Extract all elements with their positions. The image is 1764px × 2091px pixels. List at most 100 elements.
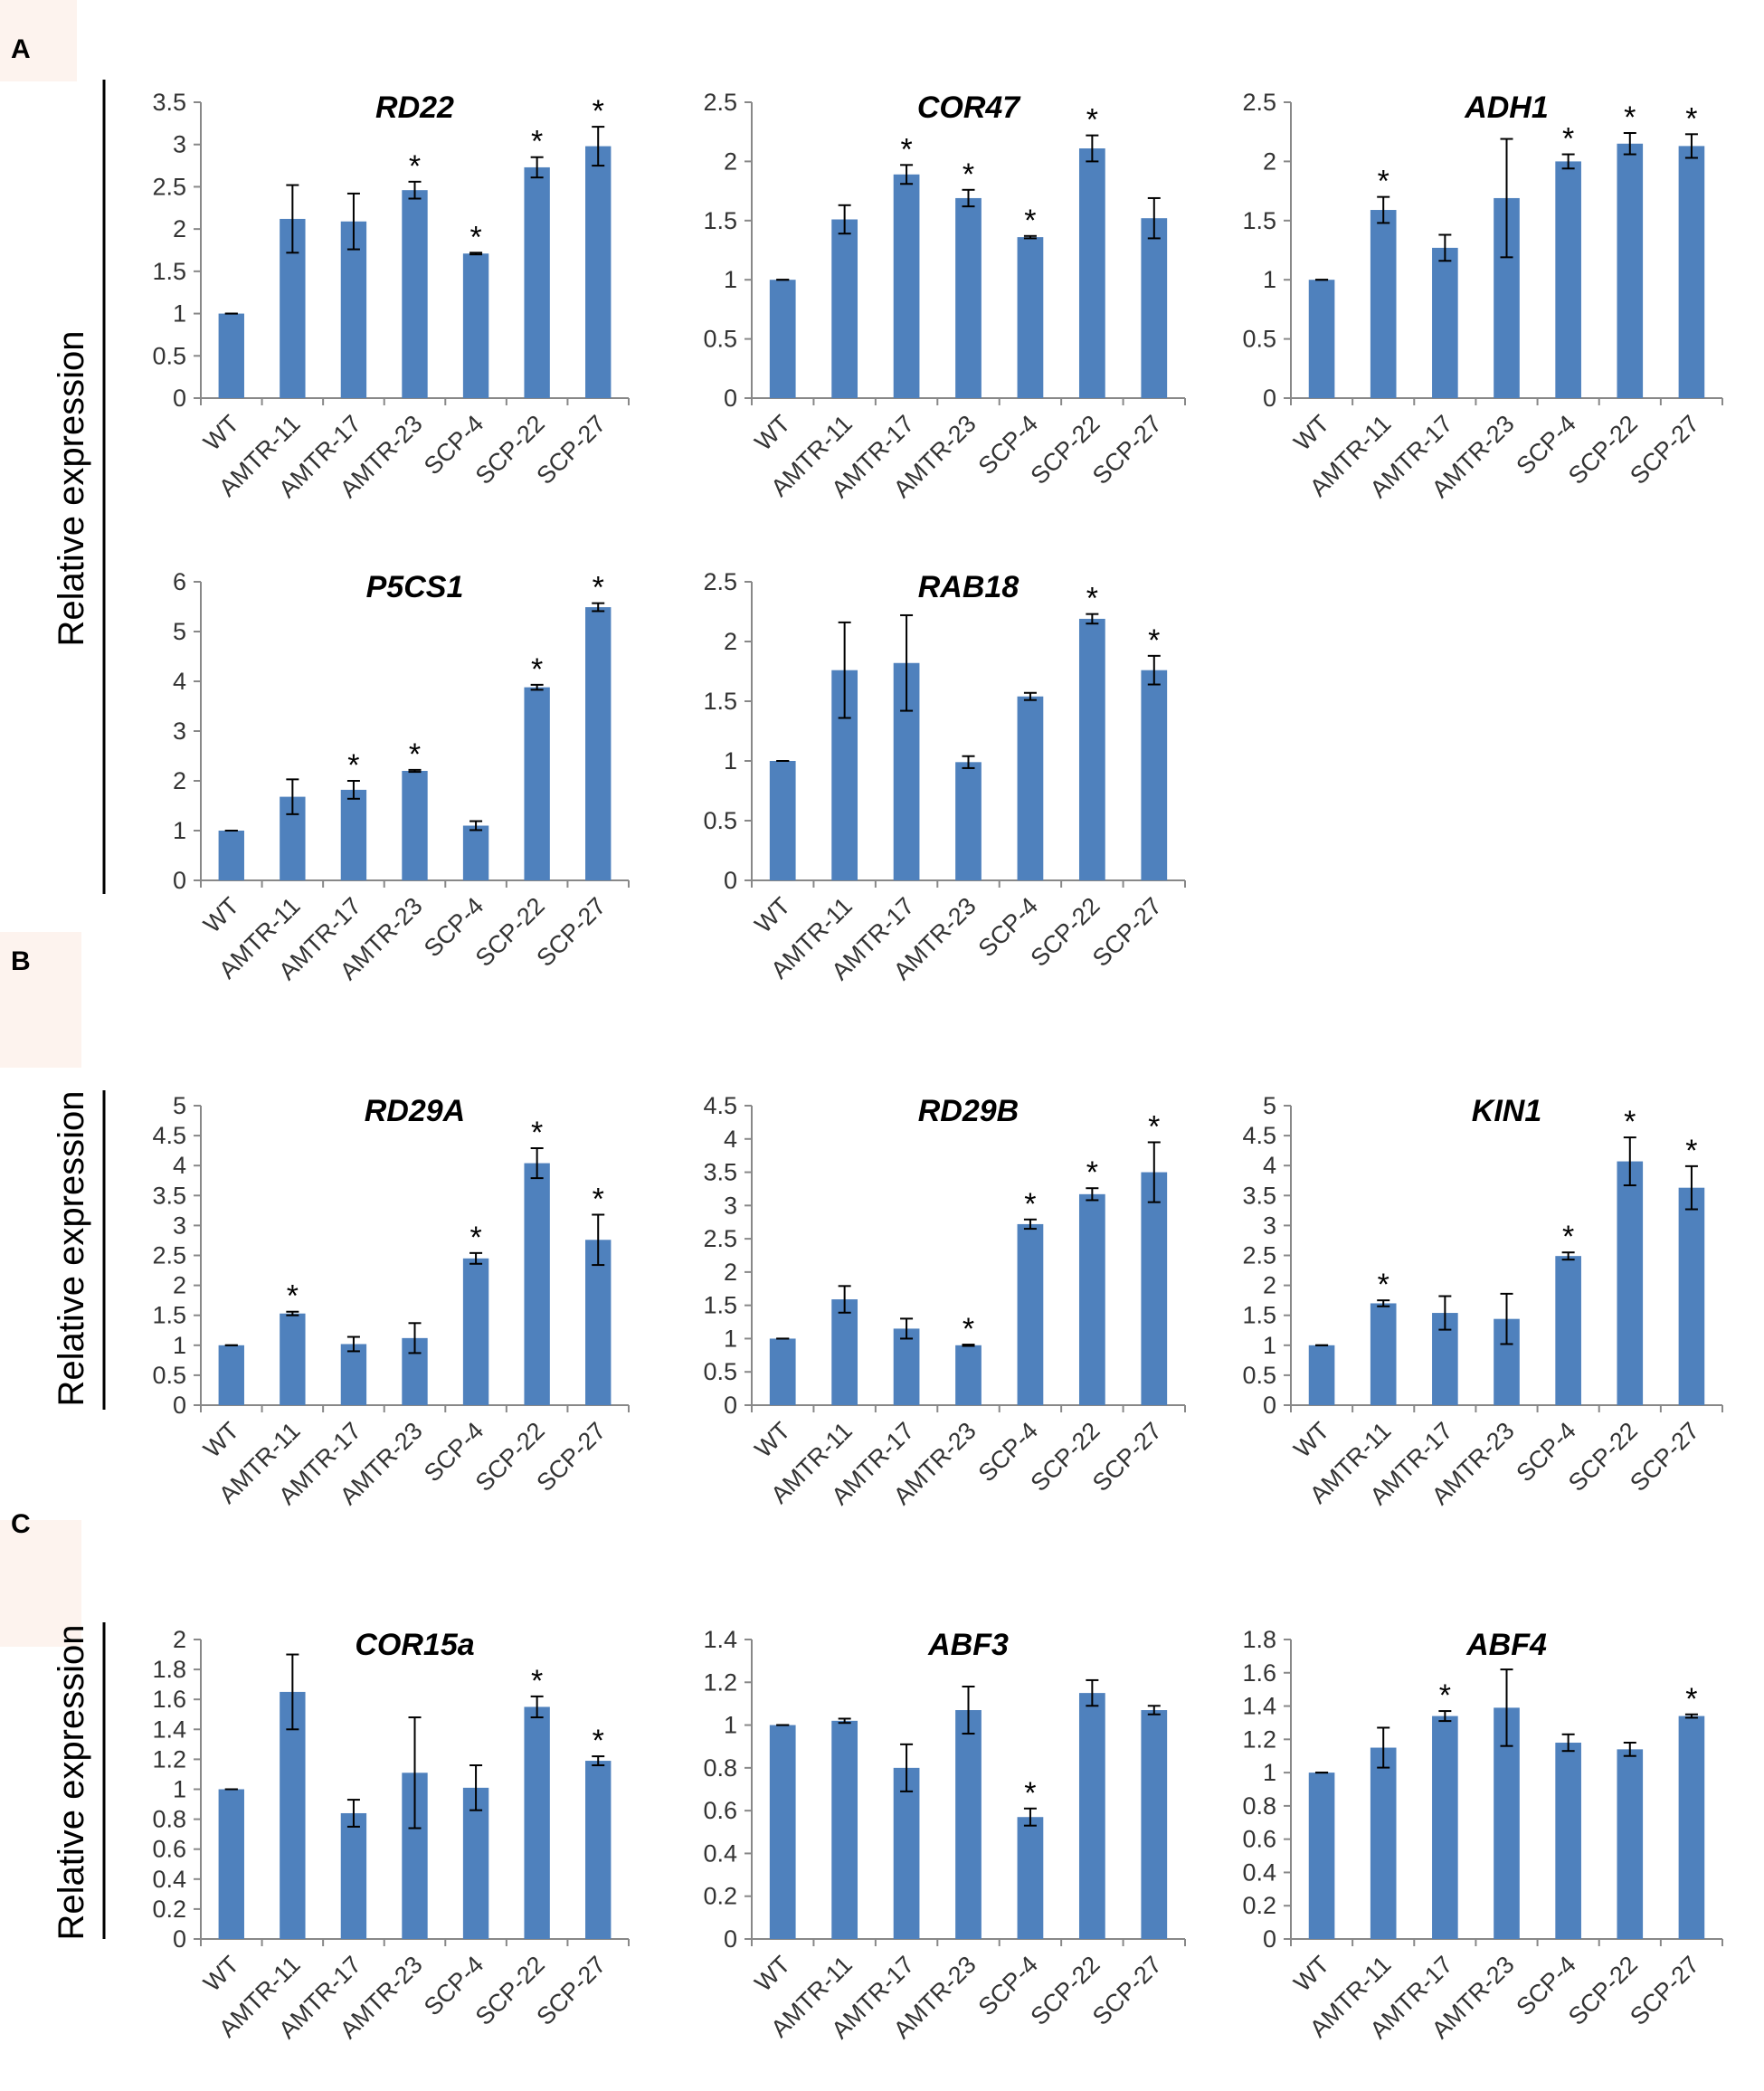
y-tick-label: 0.8 (152, 1806, 186, 1833)
significance-star: * (593, 1724, 604, 1758)
category-label: SCP-27 (1625, 410, 1704, 489)
category-label: SCP-27 (1087, 410, 1167, 489)
bar-scp-4 (1017, 1817, 1044, 1939)
significance-star: * (900, 132, 912, 166)
chart-title: ABF3 (927, 1628, 1009, 1662)
category-label: SCP-27 (531, 1417, 611, 1497)
y-tick-label: 4.5 (152, 1122, 186, 1149)
y-tick-label: 0.6 (703, 1797, 737, 1824)
significance-star: * (531, 1116, 543, 1150)
y-tick-label: 2.5 (1242, 89, 1276, 116)
significance-star: * (1148, 623, 1160, 658)
bar-amtr-17 (893, 1328, 920, 1405)
significance-star: * (1562, 1220, 1574, 1254)
significance-star: * (1624, 1105, 1636, 1139)
category-label: SCP-22 (1026, 1417, 1105, 1497)
significance-star: * (1439, 1678, 1451, 1713)
bar-amtr-23 (955, 1710, 982, 1939)
y-tick-label: 1 (724, 1712, 737, 1739)
chart-kin1: 00.511.522.533.544.55WT*AMTR-11AMTR-17AM… (1242, 1092, 1723, 1510)
bar-amtr-11 (831, 1720, 858, 1939)
y-tick-label: 3 (173, 718, 186, 745)
y-tick-label: 3 (173, 1212, 186, 1239)
chart-p5cs1: 0123456WTAMTR-11*AMTR-17*AMTR-23SCP-4*SC… (173, 568, 630, 985)
bar-wt (769, 280, 796, 398)
y-tick-label: 0.5 (152, 342, 186, 369)
bar-amtr-17 (340, 1344, 367, 1405)
chart-cor47: 00.511.522.5WTAMTR-11*AMTR-17*AMTR-23*SC… (703, 89, 1186, 503)
bar-scp-27 (1678, 1187, 1705, 1405)
y-tick-label: 0.5 (1242, 1362, 1276, 1389)
panel-b-ylabel: Relative expression (52, 1090, 91, 1406)
y-tick-label: 1.4 (1242, 1693, 1276, 1720)
chart-title: RD22 (375, 90, 454, 125)
y-tick-label: 0.4 (703, 1839, 737, 1867)
category-label: SCP-22 (1026, 892, 1105, 972)
bar-amtr-17 (893, 174, 920, 398)
chart-rab18: 00.511.522.5WTAMTR-11AMTR-17AMTR-23SCP-4… (703, 568, 1186, 985)
y-tick-label: 3 (173, 131, 186, 158)
chart-title: P5CS1 (366, 570, 464, 604)
y-tick-label: 1 (173, 1332, 186, 1359)
significance-star: * (593, 1182, 604, 1216)
bar-amtr-23 (955, 762, 982, 880)
category-label: WT (750, 1951, 796, 1997)
y-tick-label: 1 (724, 1325, 737, 1352)
significance-star: * (1685, 1682, 1697, 1716)
y-tick-label: 1 (1263, 266, 1276, 293)
bar-amtr-11 (1370, 1303, 1397, 1405)
charts-group: 00.511.522.533.5WTAMTR-11AMTR-17*AMTR-23… (152, 89, 1723, 2044)
y-tick-label: 0 (173, 1925, 186, 1953)
y-tick-label: 5 (173, 1092, 186, 1119)
y-tick-label: 0.5 (152, 1362, 186, 1389)
y-tick-label: 1.5 (703, 207, 737, 234)
bar-scp-27 (1141, 218, 1168, 398)
category-label: WT (1288, 1951, 1334, 1997)
y-tick-label: 5 (1263, 1092, 1276, 1119)
bar-scp-4 (462, 825, 489, 880)
y-tick-label: 2 (724, 628, 737, 655)
y-tick-label: 0.5 (703, 807, 737, 834)
y-tick-label: 1 (173, 817, 186, 844)
y-tick-label: 3.5 (152, 1182, 186, 1209)
bar-wt (769, 1338, 796, 1405)
y-tick-label: 0.2 (152, 1896, 186, 1923)
significance-star: * (1086, 1155, 1098, 1190)
panel-label-b: B (11, 946, 31, 976)
y-tick-label: 1.4 (703, 1626, 737, 1653)
significance-star: * (287, 1279, 299, 1314)
category-label: SCP-22 (1026, 410, 1105, 489)
category-label: WT (750, 1417, 796, 1463)
significance-star: * (1624, 100, 1636, 135)
bar-scp-4 (1555, 1256, 1581, 1405)
chart-title: KIN1 (1472, 1094, 1541, 1128)
bar-amtr-11 (1370, 210, 1397, 398)
bar-scp-27 (585, 1240, 612, 1405)
y-tick-label: 2 (173, 1272, 186, 1299)
y-tick-label: 0 (724, 867, 737, 894)
significance-star: * (1378, 165, 1389, 199)
y-tick-label: 1 (1263, 1759, 1276, 1786)
y-tick-label: 2 (724, 147, 737, 175)
y-tick-label: 2.5 (152, 1242, 186, 1269)
bar-wt (218, 1345, 244, 1405)
y-tick-label: 1.5 (152, 1302, 186, 1329)
significance-star: * (531, 1664, 543, 1698)
category-label: SCP-27 (531, 1951, 611, 2030)
bar-scp-22 (1078, 1193, 1105, 1405)
bar-amtr-11 (280, 1691, 306, 1939)
y-tick-label: 0.5 (703, 326, 737, 353)
y-tick-label: 1.5 (1242, 207, 1276, 234)
bar-scp-22 (1078, 148, 1105, 398)
y-tick-label: 0 (173, 1392, 186, 1419)
y-tick-label: 0.4 (152, 1866, 186, 1893)
bar-scp-4 (1017, 696, 1044, 880)
chart-title: RAB18 (918, 570, 1020, 604)
category-label: SCP-27 (531, 892, 611, 972)
significance-star: * (531, 652, 543, 687)
bar-scp-27 (1141, 1710, 1168, 1939)
bar-scp-22 (1617, 1749, 1644, 1939)
y-tick-label: 6 (173, 568, 186, 595)
chart-title: COR15a (355, 1628, 474, 1662)
y-tick-label: 0 (173, 385, 186, 412)
